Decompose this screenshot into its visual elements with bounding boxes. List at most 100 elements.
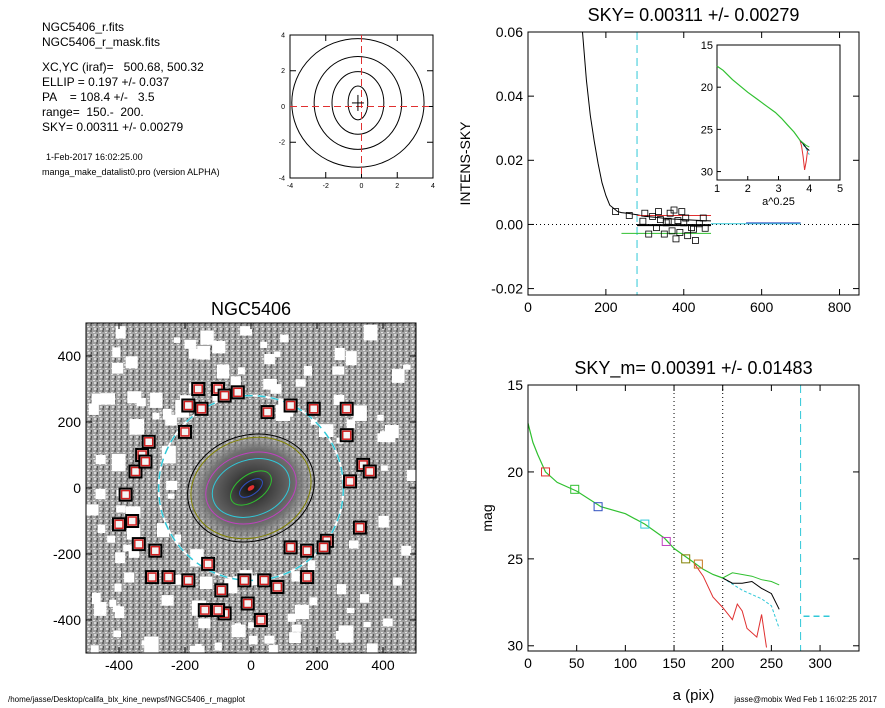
sky-xtick-label: 400 [672,299,696,315]
mask-blob [287,613,296,622]
mask-blob [334,347,345,361]
isophote-blue [239,478,263,498]
sky-xtick-label: 800 [828,299,852,315]
mask-blob [161,445,176,464]
mask-blob [113,630,122,638]
mask-blob [383,618,393,627]
image-ytick-label: 200 [58,414,82,430]
sky-frame [527,31,860,296]
sky-box-outer [230,385,245,400]
mask-blob [91,592,101,604]
sky-box-inner [200,605,210,615]
mask-blob [166,480,178,490]
mag-xtick-label: 150 [662,655,686,671]
sky-box-inner [302,545,312,556]
sky-ytick-label: 0.04 [496,88,523,104]
sky-box-outer [181,573,196,588]
mag-frame [527,384,860,652]
sky-box-inner [355,522,365,533]
sky-box-inner [272,582,283,592]
mask-blob [353,405,367,421]
contour-ytick-label: -2 [279,140,285,147]
footer-user: jasse@mobix Wed Feb 1 16:02:25 2017 [734,695,877,704]
inset-xtick-label: 5 [837,183,843,195]
mask-blob [152,412,160,420]
mask-blob [95,489,106,500]
mask-blob [346,419,356,429]
mask-blob [249,635,258,645]
contour-xtick-label: 0 [360,183,364,190]
mask-blob [336,584,347,595]
sky-box-outer [253,613,268,627]
inset-ytick-label: 25 [701,124,713,136]
mask-blob [94,602,107,616]
sky-box-inner [216,585,227,596]
sky-title: SKY= 0.00311 +/- 0.00279 [588,5,800,25]
sky-box-inner [213,605,223,615]
sky-box-outer [306,401,321,416]
sky-box-outer [138,454,153,469]
sky-box-inner [150,545,161,556]
sky-sample-square [678,208,686,216]
mask-blob [167,493,175,499]
mask-blob [86,504,99,516]
mask-blob [240,326,253,336]
mask-blob [123,544,131,552]
sky-xtick-label: 600 [750,299,774,315]
sky-box-outer [125,514,140,528]
mask-blob [309,597,318,606]
image-xtick-label: -400 [105,657,133,673]
mask-blob [115,552,126,564]
mask-blob [270,384,282,394]
mask-blob [162,408,172,420]
mask-blob [112,347,121,358]
mask-blob [90,645,99,653]
sky-ytick-label: 0.06 [496,24,523,40]
mag-ylabel: mag [479,504,495,531]
footer-path: /home/jasse/Desktop/califa_blx_kine_newp… [8,695,246,704]
sky-box-inner [302,572,312,582]
mag-marker-cyan [640,519,650,529]
sky-box-inner [130,466,141,477]
sky-box-outer [197,603,212,618]
mask-blob [359,594,370,603]
mask-blob [112,605,121,613]
mask-blob [409,651,416,653]
mask-blob [230,376,241,387]
image-xtick-label: 200 [305,657,329,673]
mask-blob [363,324,378,341]
mask-blob [109,599,117,607]
sky-box-outer [112,517,126,532]
mag-xtick-label: 50 [569,655,585,671]
sky-box-inner [345,476,355,487]
mask-blob [199,576,213,590]
galaxy-image-plot: NGC5406 -400 -200 0 200 400 -400 -200 0 200 400 [53,299,417,673]
sky-sample-square [612,208,620,216]
mask-blob [349,540,359,549]
mag-marker-blue [593,502,603,512]
mag-ytick-label: 15 [507,377,523,393]
sky-sample-square [625,212,633,219]
sky-box-inner [140,456,151,467]
sky-box-outer [201,556,216,571]
sky-box-inner [242,598,253,609]
mask-blob [127,391,142,404]
mag-xtick-label: 300 [808,655,832,671]
sky-box-inner [341,430,352,440]
sky-sample-square [680,219,688,227]
contour-level [313,55,403,150]
sky-sample-square [674,217,682,224]
mask-blob [200,330,214,345]
mask-blob [333,394,345,405]
image-xtick-label: -200 [171,657,199,673]
sky-box-outer [181,398,196,413]
sky-box-inner [365,466,375,477]
inset-xtick-label: 3 [775,183,781,195]
mag-title: SKY_m= 0.00391 +/- 0.01483 [574,358,812,379]
program-name: manga_make_datalist0.pro (version ALPHA) [42,167,220,177]
sky-sample-square [645,230,653,238]
mask-blob [184,339,196,349]
sky-sample-square [690,225,697,233]
sky-sample-square [670,206,678,214]
